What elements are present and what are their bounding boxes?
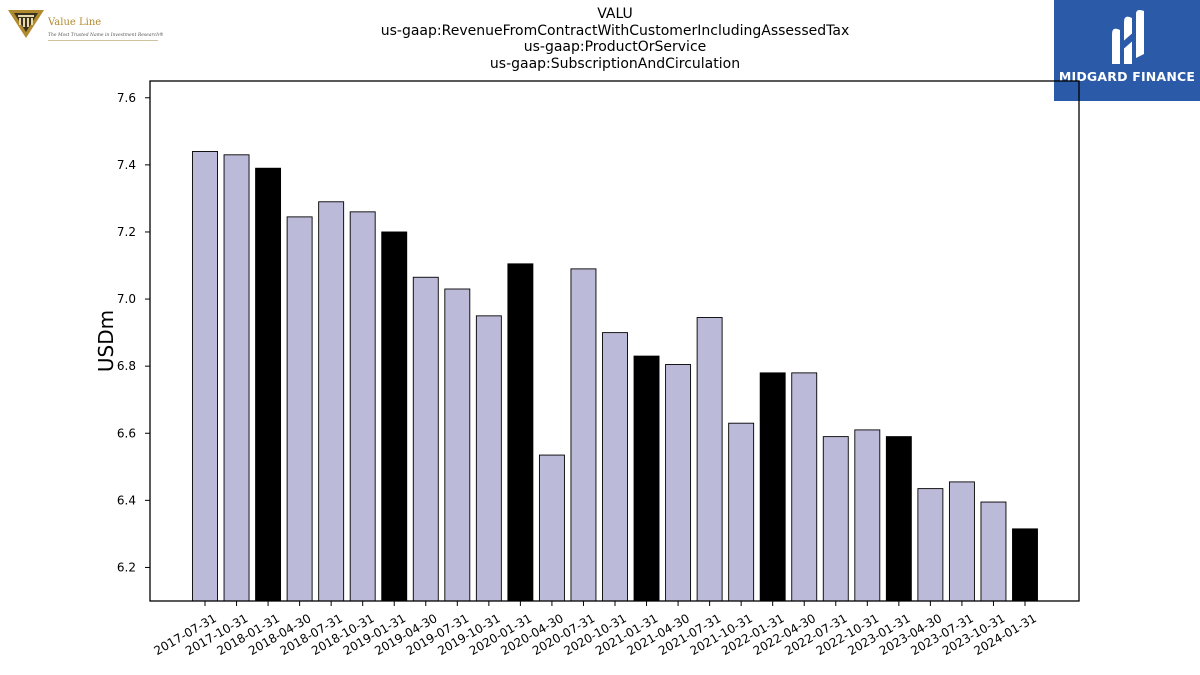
midgard-m-icon	[1112, 10, 1144, 65]
value-line-logo: Value Line The Most Trusted Name in Inve…	[6, 6, 166, 41]
bar-2017-10-31	[223, 154, 250, 602]
bar-2020-04-30	[538, 454, 565, 602]
y-tick-label: 7.0	[117, 292, 136, 306]
y-tick-label: 6.4	[117, 493, 136, 507]
bar-2018-07-31	[318, 201, 345, 602]
y-axis-label: USDm	[94, 310, 118, 372]
bar-2019-01-31	[381, 231, 408, 602]
bar-2018-10-31	[349, 211, 376, 602]
bar-2024-01-31	[1012, 528, 1038, 602]
bar-2022-07-31	[822, 436, 849, 602]
bar-2020-10-31	[602, 332, 628, 602]
bars-group	[192, 151, 1038, 602]
y-tick-label: 6.2	[117, 560, 136, 574]
bar-2018-04-30	[286, 216, 313, 602]
bar-2019-04-30	[412, 276, 439, 602]
bar-2020-01-31	[507, 263, 534, 602]
chart-title-concept: us-gaap:RevenueFromContractWithCustomerI…	[380, 22, 850, 39]
bar-2018-01-31	[255, 167, 282, 602]
bar-2023-01-31	[885, 436, 912, 602]
bar-2023-04-30	[917, 488, 944, 602]
value-line-rule	[48, 40, 158, 41]
bar-2022-01-31	[759, 372, 786, 602]
chart-title-ticker: VALU	[597, 6, 633, 22]
chart-title-axis: us-gaap:ProductOrService	[523, 39, 707, 55]
chart-title: VALU us-gaap:RevenueFromContractWithCust…	[0, 6, 1200, 72]
y-tick-label: 6.6	[117, 426, 136, 440]
value-line-tagline: The Most Trusted Name in Investment Rese…	[48, 33, 164, 38]
bar-2021-07-31	[696, 317, 723, 602]
midgard-finance-logo: MIDGARD FINANCE	[1054, 0, 1200, 101]
y-tick-label: 7.2	[117, 225, 136, 239]
midgard-finance-name: MIDGARD FINANCE	[1058, 69, 1196, 84]
bar-2022-10-31	[854, 429, 881, 602]
y-tick-label: 7.4	[117, 158, 136, 172]
bar-2017-07-31	[192, 151, 218, 602]
value-line-name: Value Line	[48, 17, 102, 28]
bar-2021-04-30	[665, 364, 692, 602]
bar-2019-10-31	[475, 315, 502, 602]
bar-2023-10-31	[980, 501, 1007, 602]
bar-2020-07-31	[570, 268, 597, 602]
y-axis: 6.2 6.4 6.6 6.8 7.0 7.2 7.4 7.6	[117, 91, 150, 574]
bar-2019-07-31	[444, 288, 471, 602]
x-axis: 2017-07-312017-10-312018-01-312018-04-30…	[151, 601, 1039, 658]
y-tick-label: 7.6	[117, 91, 136, 105]
bar-2023-07-31	[948, 481, 975, 602]
value-line-emblem-icon	[8, 10, 44, 38]
bar-2022-04-30	[791, 372, 818, 602]
bar-2021-01-31	[633, 355, 660, 602]
y-tick-label: 6.8	[117, 359, 136, 373]
chart-title-member: us-gaap:SubscriptionAndCirculation	[489, 55, 741, 72]
bar-2021-10-31	[728, 422, 755, 602]
